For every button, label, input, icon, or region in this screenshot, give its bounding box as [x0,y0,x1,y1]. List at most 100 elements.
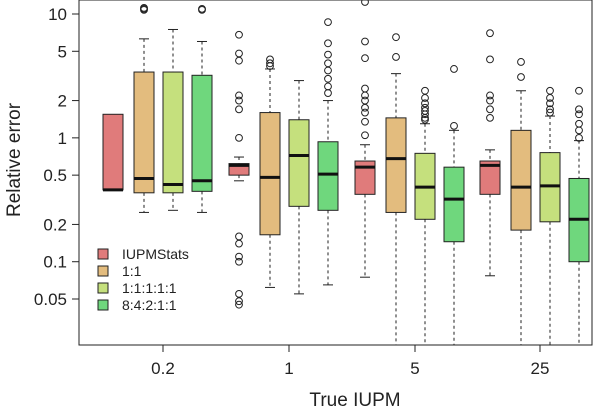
legend-swatch [97,265,109,277]
outlier-point [450,65,458,73]
outlier-point [546,105,554,114]
outlier-point [235,30,243,39]
outlier-point [324,82,332,91]
x-axis: 0.2 1 5 25 [151,345,549,378]
box-1:1:1:1:1-1 [288,80,310,295]
box-IUPMStats-0.2 [102,113,124,192]
outlier-point [235,297,243,306]
box-body [288,119,310,207]
outlier-point [361,91,369,100]
legend-label: IUPMStats [122,246,189,262]
outlier-point [486,29,494,38]
outlier-point [421,115,429,124]
box-1:1-5 [385,33,407,345]
box-IUPMStats-1 [228,30,250,309]
outlier-point [575,105,583,114]
y-tick-label: 5 [58,42,67,61]
outlier-point [235,133,243,142]
legend-swatch [97,248,109,260]
outlier-point [450,121,458,130]
box-body [259,112,281,236]
outlier-point [361,84,369,93]
outlier-point [486,105,494,114]
legend-label: 1:1 [122,263,142,279]
outlier-point [421,99,429,108]
outlier-point [140,5,148,14]
y-tick-label: 0.2 [43,215,67,234]
legend-label: 8:4:2:1:1 [122,297,177,313]
plot-frame [78,0,593,346]
outlier-point [517,73,525,81]
outlier-point [575,126,583,135]
box-body [162,71,184,194]
outlier-point [235,105,243,114]
outlier-point [324,89,332,97]
y-tick-label: 1 [58,129,67,148]
outlier-point [235,239,243,248]
x-tick-label: 25 [531,359,550,378]
box-body [385,117,407,213]
box-body [102,113,124,191]
outlier-point [361,108,369,117]
box-8:4:2:1:1-25 [568,86,590,345]
y-tick-label: 0.1 [43,253,67,272]
x-tick-label: 1 [284,359,293,378]
box-IUPMStats-5 [354,0,376,278]
x-axis-title: True IUPM [309,390,400,411]
plot-content [102,0,590,345]
outlier-point [361,0,369,6]
outlier-point [266,62,274,70]
outlier-point [421,86,429,95]
legend-swatch [97,282,109,294]
outlier-point [546,108,554,117]
box-body [510,129,532,231]
outlier-point [324,39,332,48]
outlier-point [421,94,429,102]
outlier-point [392,53,400,61]
outlier-point [546,99,554,108]
box-1:1-25 [510,58,532,345]
box-body [479,160,501,195]
outlier-point [235,300,243,309]
outlier-point [324,50,332,59]
box-body [317,141,339,211]
outlier-point [324,66,332,75]
y-axis: 10 5 2 1 0.5 0.2 0.1 0.05 [34,5,79,309]
box-body [443,166,465,243]
outlier-point [361,54,369,63]
outlier-point [361,103,369,112]
outlier-point [235,56,243,65]
box-8:4:2:1:1-0.2 [191,4,213,213]
outlier-point [575,86,583,95]
outlier-point [235,232,243,241]
outlier-point [546,86,554,95]
y-tick-label: 0.5 [43,166,67,185]
box-IUPMStats-25 [479,29,501,277]
outlier-point [198,5,206,14]
outlier-point [517,58,525,66]
box-body [133,71,155,194]
outlier-point [361,117,369,126]
legend-swatch [97,299,109,311]
outlier-point [324,18,332,27]
outlier-point [486,91,494,100]
outlier-point [575,119,583,128]
box-body [354,160,376,195]
box-1:1:1:1:1-5 [414,86,436,345]
outlier-point [235,96,243,105]
y-tick-label: 10 [48,5,67,24]
outlier-point [486,113,494,122]
outlier-point [324,74,332,83]
outlier-point [392,33,400,42]
box-8:4:2:1:1-1 [317,18,339,286]
box-1:1:1:1:1-0.2 [162,28,184,211]
legend-label: 1:1:1:1:1 [122,280,177,296]
outlier-point [546,94,554,102]
box-1:1-1 [259,55,281,288]
x-tick-label: 5 [410,359,419,378]
outlier-point [266,59,274,68]
y-tick-label: 2 [58,92,67,111]
outlier-point [421,110,429,119]
y-tick-label: 0.05 [34,290,67,309]
